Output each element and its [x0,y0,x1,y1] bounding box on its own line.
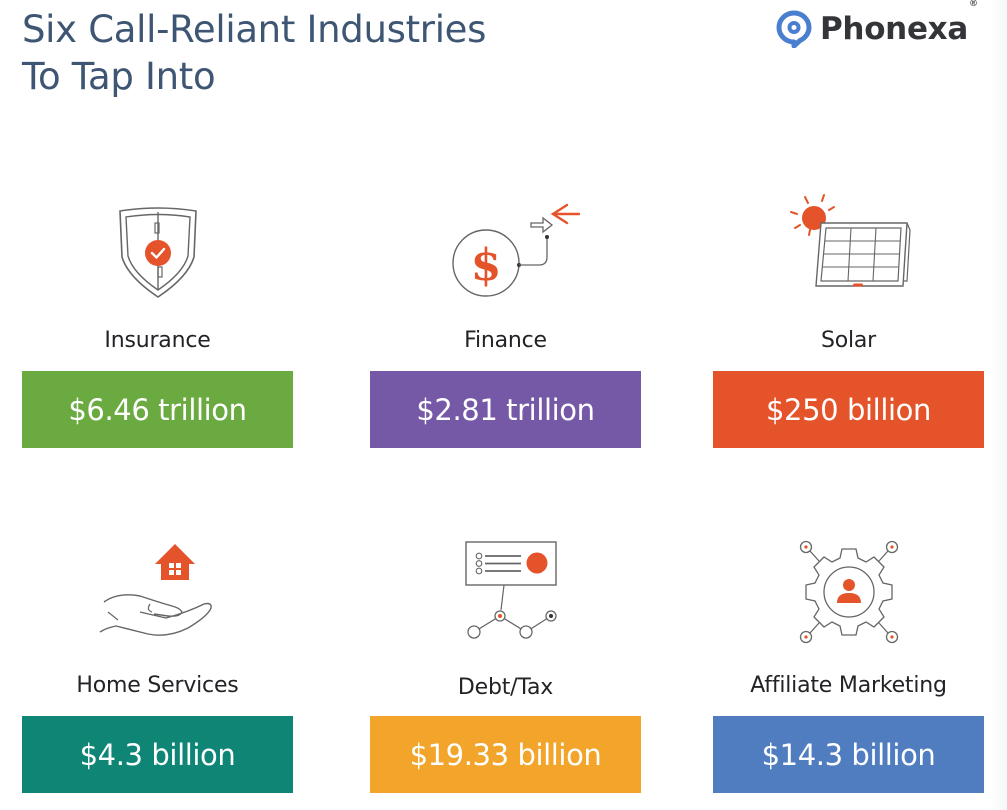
gear-user-network-icon [713,522,984,652]
title-line-2: To Tap Into [22,55,216,98]
title-line-1: Six Call-Reliant Industries [22,8,487,51]
chat-pin-logo-icon [776,10,812,48]
industry-label: Solar [820,328,877,353]
hand-house-icon [22,527,293,657]
shield-check-icon [22,185,293,315]
solar-panel-sun-icon [713,180,984,310]
logo-wordmark: Phonexa® [820,0,978,47]
phonexa-logo: Phonexa® [776,0,978,48]
industry-value-badge: $14.3 billion [713,716,984,793]
industry-value-badge: $250 billion [713,371,984,448]
industry-label: Home Services [76,673,239,698]
dollar-coin-arrow-icon: $ [370,180,641,310]
page-title: Six Call-Reliant Industries To Tap Into [22,6,486,100]
industry-value-badge: $6.46 trillion [22,371,293,448]
page-edge-shade [989,0,1007,810]
industry-value-badge: $2.81 trillion [370,371,641,448]
industry-label: Affiliate Marketing [750,673,947,698]
industry-label: Insurance [104,328,211,353]
svg-text:$: $ [470,240,501,291]
industry-value-badge: $4.3 billion [22,716,293,793]
chart-report-icon [370,525,641,655]
industry-value-badge: $19.33 billion [370,716,641,793]
industry-label: Debt/Tax [457,675,554,700]
industry-label: Finance [464,328,547,353]
